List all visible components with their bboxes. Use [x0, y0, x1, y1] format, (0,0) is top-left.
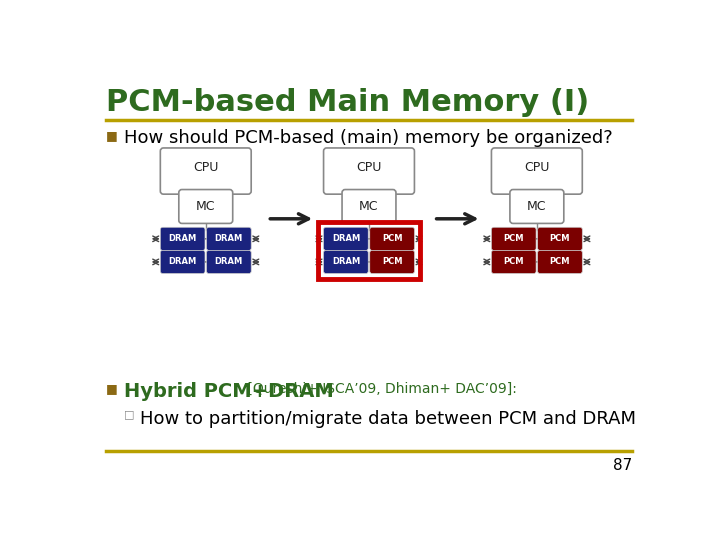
FancyBboxPatch shape — [492, 148, 582, 194]
Text: ■: ■ — [106, 129, 117, 141]
Text: □: □ — [124, 410, 135, 420]
Text: MC: MC — [359, 200, 379, 213]
Text: ■: ■ — [106, 382, 117, 395]
FancyBboxPatch shape — [370, 227, 415, 251]
Bar — [318, 222, 420, 279]
FancyBboxPatch shape — [323, 227, 368, 251]
FancyBboxPatch shape — [492, 251, 536, 273]
Text: How should PCM-based (main) memory be organized?: How should PCM-based (main) memory be or… — [124, 129, 613, 147]
Text: PCM-based Main Memory (I): PCM-based Main Memory (I) — [106, 88, 589, 117]
FancyBboxPatch shape — [161, 148, 251, 194]
Text: PCM: PCM — [503, 234, 524, 244]
FancyBboxPatch shape — [207, 227, 251, 251]
Text: PCM: PCM — [549, 234, 570, 244]
FancyBboxPatch shape — [323, 148, 415, 194]
FancyBboxPatch shape — [323, 251, 368, 273]
FancyBboxPatch shape — [538, 227, 582, 251]
FancyBboxPatch shape — [179, 190, 233, 224]
FancyBboxPatch shape — [510, 190, 564, 224]
Text: CPU: CPU — [524, 161, 549, 174]
Text: MC: MC — [196, 200, 215, 213]
Text: DRAM: DRAM — [215, 258, 243, 266]
FancyBboxPatch shape — [342, 190, 396, 224]
Text: DRAM: DRAM — [168, 234, 197, 244]
FancyBboxPatch shape — [370, 251, 415, 273]
Text: DRAM: DRAM — [168, 258, 197, 266]
Text: 87: 87 — [613, 457, 632, 472]
Text: PCM: PCM — [503, 258, 524, 266]
FancyBboxPatch shape — [538, 251, 582, 273]
Text: DRAM: DRAM — [332, 234, 360, 244]
Text: Hybrid PCM+DRAM: Hybrid PCM+DRAM — [124, 382, 334, 401]
Text: [Qureshi+ ISCA’09, Dhiman+ DAC’09]:: [Qureshi+ ISCA’09, Dhiman+ DAC’09]: — [243, 382, 518, 396]
Text: PCM: PCM — [382, 258, 402, 266]
Text: MC: MC — [527, 200, 546, 213]
Text: CPU: CPU — [356, 161, 382, 174]
Text: DRAM: DRAM — [215, 234, 243, 244]
FancyBboxPatch shape — [161, 227, 205, 251]
FancyBboxPatch shape — [492, 227, 536, 251]
Text: PCM: PCM — [382, 234, 402, 244]
FancyBboxPatch shape — [161, 251, 205, 273]
Text: DRAM: DRAM — [332, 258, 360, 266]
FancyBboxPatch shape — [207, 251, 251, 273]
Text: PCM: PCM — [549, 258, 570, 266]
Text: CPU: CPU — [193, 161, 218, 174]
Text: How to partition/migrate data between PCM and DRAM: How to partition/migrate data between PC… — [140, 410, 636, 428]
